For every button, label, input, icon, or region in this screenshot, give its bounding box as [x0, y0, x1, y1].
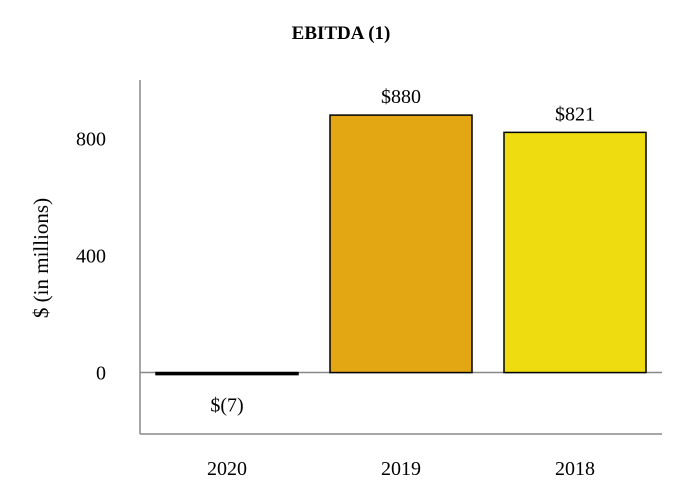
bars — [155, 114, 647, 376]
y-axis-label: $ (in millions) — [29, 198, 53, 318]
x-tick-labels: 2020 2019 2018 — [207, 458, 595, 480]
data-labels: $(7) $880 $821 — [210, 86, 595, 416]
bar-2020 — [155, 371, 299, 376]
y-tick-label: 800 — [76, 129, 106, 151]
data-label-2018: $821 — [555, 103, 595, 125]
chart-title: EBITDA (1) — [292, 23, 391, 44]
bar-2019 — [329, 114, 473, 374]
x-tick-label-2018: 2018 — [555, 458, 595, 480]
x-tick-label-2020: 2020 — [207, 458, 247, 480]
y-tick-label: 0 — [96, 363, 106, 385]
x-tick-label-2019: 2019 — [381, 458, 421, 480]
bar-2018 — [503, 131, 647, 374]
data-label-2019: $880 — [381, 86, 421, 108]
y-tick-label: 400 — [76, 246, 106, 268]
data-label-2020: $(7) — [210, 395, 243, 417]
y-tick-labels: 0 400 800 — [76, 129, 106, 385]
